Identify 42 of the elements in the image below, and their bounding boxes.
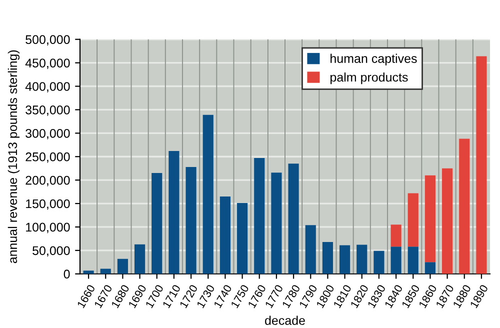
bar bbox=[408, 193, 418, 247]
bar bbox=[356, 244, 368, 274]
y-tick-label: 400,000 bbox=[25, 82, 70, 92]
bar bbox=[186, 166, 196, 274]
bar bbox=[374, 250, 384, 274]
bar bbox=[322, 242, 334, 274]
bar bbox=[339, 245, 350, 274]
x-axis-title: decade bbox=[265, 316, 305, 325]
bar bbox=[152, 173, 162, 274]
bar bbox=[236, 203, 248, 274]
bar bbox=[442, 168, 453, 274]
y-axis-title: annual revenue (1913 pounds sterling) bbox=[8, 50, 20, 264]
y-tick-label: 250,000 bbox=[26, 152, 70, 163]
bar bbox=[408, 246, 418, 274]
y-tick-label: 100,000 bbox=[26, 222, 70, 234]
legend-label: human captives bbox=[330, 54, 417, 66]
bar bbox=[117, 258, 128, 274]
bar bbox=[83, 270, 94, 274]
bar bbox=[168, 150, 180, 274]
bar bbox=[288, 164, 299, 274]
bar bbox=[476, 56, 487, 274]
bar bbox=[202, 114, 214, 274]
bar bbox=[134, 244, 146, 274]
y-tick-label: 0 bbox=[64, 270, 70, 279]
y-tick-label: 450,000 bbox=[25, 58, 70, 69]
bar bbox=[390, 224, 402, 247]
y-tick-label: 350,000 bbox=[26, 106, 70, 116]
y-tick-label: 150,000 bbox=[26, 199, 70, 210]
legend-label: palm products bbox=[330, 72, 408, 84]
y-tick-label: 50,000 bbox=[32, 246, 70, 257]
bar bbox=[100, 268, 111, 274]
bar bbox=[305, 225, 316, 274]
bar bbox=[271, 172, 282, 274]
y-tick-label: 300,000 bbox=[26, 128, 70, 140]
bar bbox=[220, 196, 231, 274]
bar bbox=[254, 158, 265, 274]
bar bbox=[424, 262, 436, 274]
bar bbox=[424, 175, 436, 262]
bar bbox=[390, 246, 402, 274]
bar bbox=[459, 138, 470, 274]
y-tick-label: 200,000 bbox=[26, 176, 70, 186]
y-tick-label: 500,000 bbox=[26, 35, 70, 46]
